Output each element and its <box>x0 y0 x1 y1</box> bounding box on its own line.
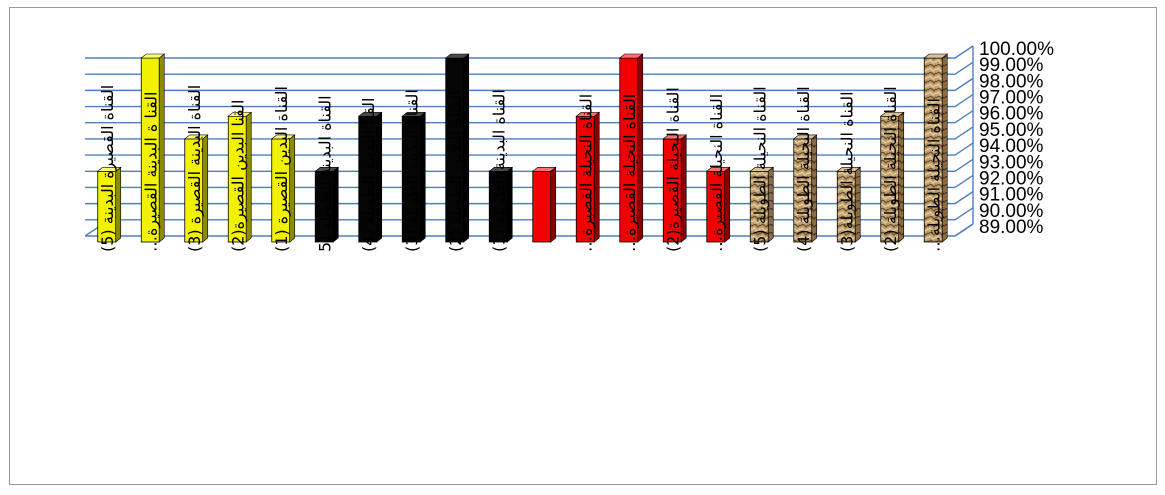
x-tick-label: القناة القصيرة البدينة (5) <box>98 85 118 252</box>
y-tick-label: 97.00% <box>979 88 1044 109</box>
bar-top <box>792 134 818 140</box>
bar-top <box>401 111 427 117</box>
bar <box>227 111 253 243</box>
bar-top <box>836 166 862 172</box>
y-tick-label: 93.00% <box>979 152 1044 173</box>
y-tick-label: 96.00% <box>979 104 1044 125</box>
bar <box>183 134 209 243</box>
bar <box>488 166 514 243</box>
bar <box>575 111 601 243</box>
x-tick-label: القناة النحيلة القصيرة(2) <box>663 87 683 252</box>
bar <box>357 111 383 243</box>
y-tick-label: 91.00% <box>979 185 1044 206</box>
bar-top <box>227 111 253 117</box>
x-tick-label: القناة النحيلة الطويلة (2) <box>881 86 901 252</box>
bar-front <box>532 170 552 243</box>
bar <box>314 166 340 243</box>
x-tick-label: القنا البدينة الطويلة (4) <box>359 98 379 253</box>
bar <box>705 166 731 243</box>
gridline <box>85 93 974 108</box>
bar-top <box>183 134 209 140</box>
gridline <box>85 77 974 92</box>
bar-top <box>749 166 775 172</box>
x-tick-label: القناة النحيلة القصيرة… <box>620 94 640 252</box>
bar-side <box>550 166 557 243</box>
bars <box>96 53 949 243</box>
x-tick-label: القناة النحيلة القصيرة… <box>707 94 727 252</box>
x-tick-label: القناة البدين الطويلة (2) <box>446 90 466 252</box>
gridline <box>85 45 974 59</box>
bar <box>792 134 818 243</box>
x-axis-labels: القناة القصيرة البدينة (5) القنا ة البدين… <box>98 85 945 252</box>
bar-top <box>314 166 340 172</box>
gridline <box>85 61 974 75</box>
bar-top <box>488 166 514 172</box>
bar-top <box>357 111 383 117</box>
y-tick-label: 95.00% <box>979 120 1044 141</box>
bar <box>662 134 688 243</box>
bar-top <box>662 134 688 140</box>
bar <box>401 111 427 243</box>
bar <box>879 111 905 243</box>
x-tick-label: القناة النحيلة الطويلة (4) <box>794 86 814 252</box>
y-tick-label: 89.00% <box>979 217 1044 238</box>
x-tick-label: القناة البدينة القصيرة (3) <box>185 85 205 252</box>
x-tick-label: القناة البدينة الطويلة (1) <box>489 89 509 252</box>
x-tick-label: القنا البدين القصيرة(2) <box>228 100 248 252</box>
bar-top <box>531 166 557 172</box>
bar <box>270 134 296 243</box>
y-tick-label: 99.00% <box>979 55 1044 76</box>
bar-top <box>270 134 296 140</box>
bar-top <box>879 111 905 117</box>
y-tick-label: 98.00% <box>979 71 1044 92</box>
bar <box>836 166 862 243</box>
y-tick-label: 92.00% <box>979 168 1044 189</box>
x-tick-label: القناة النحيلة الطويلة… <box>924 98 944 252</box>
chart-frame <box>9 7 1157 485</box>
bar <box>618 53 644 243</box>
x-tick-label: القناة البدينة الطويلة (3) <box>402 89 422 252</box>
x-tick-label: القناة النحيلة الطويلة(3) <box>837 91 857 252</box>
bar <box>140 53 166 243</box>
x-tick-label: القنا ة البدينة القصيرة… <box>141 92 161 253</box>
bar-top <box>96 166 122 172</box>
bar <box>923 53 949 243</box>
bar-top <box>444 53 470 59</box>
y-tick-label: 100.00% <box>979 39 1054 60</box>
y-axis-ticks: 89.00%90.00%91.00%92.00%93.00%94.00%95.0… <box>979 39 1054 238</box>
bar <box>749 166 775 243</box>
bar <box>444 53 470 243</box>
bar-top <box>618 53 644 59</box>
bar <box>531 166 557 243</box>
y-tick-label: 94.00% <box>979 136 1044 157</box>
bar-top <box>140 53 166 59</box>
bar-top <box>705 166 731 172</box>
x-tick-label: القناة النحيلة القصيرة… <box>576 94 596 252</box>
y-tick-label: 90.00% <box>979 201 1044 222</box>
x-tick-label: القناة البدينة الطويلة (5 <box>315 95 335 252</box>
bar-top <box>575 111 601 117</box>
x-tick-label: القناة النحيلة الطويلة (5) <box>750 86 770 252</box>
bar <box>96 166 122 243</box>
bar-top <box>923 53 949 59</box>
x-tick-label: القناة البدين القصيرة (1) <box>272 86 292 252</box>
